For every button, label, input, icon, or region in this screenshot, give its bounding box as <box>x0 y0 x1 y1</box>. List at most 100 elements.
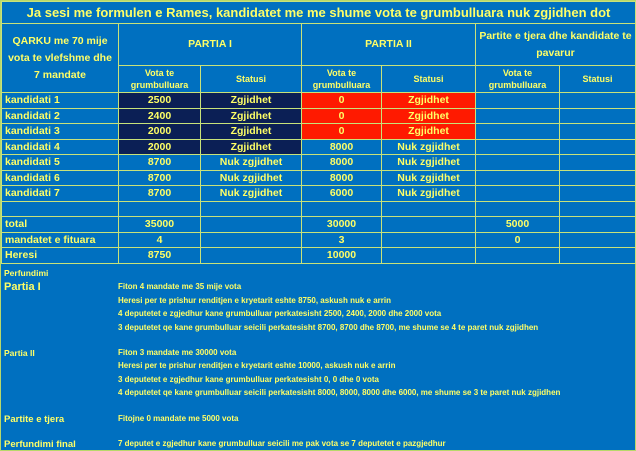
partia1-votes: 2000 <box>118 123 201 140</box>
conclusion-line: Fiton 4 mandate me 35 mije vota <box>118 282 242 291</box>
empty-cell <box>118 200 201 217</box>
others-status <box>559 185 636 202</box>
partia2-votes: 6000 <box>301 185 382 202</box>
empty-cell <box>559 216 636 233</box>
candidate-label: kandidati 4 <box>1 138 119 155</box>
empty-cell <box>200 231 302 248</box>
table-row: kandidati 4 2000 Zgjidhet 8000 Nuk zgjidhet <box>1 138 636 155</box>
others-label: Partite e tjera <box>4 414 65 425</box>
empty-cell <box>559 200 636 217</box>
empty-cell <box>1 200 119 217</box>
empty-cell <box>381 231 476 248</box>
partia1-label: Partia I <box>4 281 41 293</box>
page-title: Ja sesi me formulen e Rames, kandidatet … <box>1 1 636 24</box>
others-votes <box>475 185 560 202</box>
partia2-status: Zgjidhet <box>381 123 476 140</box>
empty-cell <box>200 200 302 217</box>
table-row: kandidati 3 2000 Zgjidhet 0 Zgjidhet <box>1 123 636 140</box>
partia2-value: 30000 <box>301 216 382 233</box>
final-label: Perfundimi final <box>4 439 76 450</box>
status-header: Statusi <box>200 65 302 93</box>
partia2-votes: 0 <box>301 92 382 109</box>
conclusion-section: Perfundimi Partia I Fiton 4 mandate me 3… <box>1 266 635 450</box>
candidate-label: kandidati 5 <box>1 154 119 171</box>
partia1-value: 35000 <box>118 216 201 233</box>
partia2-votes: 8000 <box>301 169 382 186</box>
table-row: kandidati 6 8700 Nuk zgjidhet 8000 Nuk zgjid… <box>1 169 636 186</box>
partia1-votes: 2000 <box>118 138 201 155</box>
empty-cell <box>200 247 302 264</box>
totals-row: total 35000 30000 5000 <box>1 216 636 233</box>
others-status <box>559 92 636 109</box>
others-status <box>559 107 636 124</box>
table-row: kandidati 7 8700 Nuk zgjidhet 6000 Nuk zgjid… <box>1 185 636 202</box>
votes-header: Vota te grumbulluara <box>301 65 382 93</box>
empty-cell <box>200 216 302 233</box>
empty-cell <box>559 231 636 248</box>
conclusion-line: Fitojne 0 mandate me 5000 vota <box>118 414 239 423</box>
row-label: total <box>1 216 119 233</box>
results-table: Ja sesi me formulen e Rames, kandidatet … <box>1 1 636 264</box>
partia1-votes: 2500 <box>118 92 201 109</box>
others-value: 5000 <box>475 216 560 233</box>
partia1-value: 4 <box>118 231 201 248</box>
conclusion-line: 3 deputetet qe kane grumbulluar seicili … <box>118 323 539 332</box>
others-votes <box>475 169 560 186</box>
partia1-status: Nuk zgjidhet <box>200 169 302 186</box>
others-votes <box>475 107 560 124</box>
candidate-label: kandidati 6 <box>1 169 119 186</box>
conclusion-line: Heresi per te prishur renditjen e kryeta… <box>118 361 396 370</box>
candidate-label: kandidati 7 <box>1 185 119 202</box>
partia1-status: Nuk zgjidhet <box>200 185 302 202</box>
partia2-status: Nuk zgjidhet <box>381 138 476 155</box>
empty-cell <box>381 247 476 264</box>
conclusion-line: 4 deputetet qe kane grumbulluar seicili … <box>118 388 561 397</box>
status-header: Statusi <box>559 65 636 93</box>
others-value: 0 <box>475 231 560 248</box>
partia2-status: Nuk zgjidhet <box>381 169 476 186</box>
row-label: mandatet e fituara <box>1 231 119 248</box>
totals-row: Heresi 8750 10000 <box>1 247 636 264</box>
partia2-votes: 0 <box>301 107 382 124</box>
status-header: Statusi <box>381 65 476 93</box>
table-row: kandidati 1 2500 Zgjidhet 0 Zgjidhet <box>1 92 636 109</box>
partia1-votes: 8700 <box>118 169 201 186</box>
partia1-votes: 8700 <box>118 185 201 202</box>
others-status <box>559 138 636 155</box>
empty-cell <box>381 216 476 233</box>
partia2-status: Zgjidhet <box>381 107 476 124</box>
others-votes <box>475 123 560 140</box>
conclusion-line: 4 deputetet e zgjedhur kane grumbulluar … <box>118 309 442 318</box>
partia1-value: 8750 <box>118 247 201 264</box>
partia2-value: 3 <box>301 231 382 248</box>
partia2-value: 10000 <box>301 247 382 264</box>
votes-header: Vota te grumbulluara <box>118 65 201 93</box>
partia2-header: PARTIA II <box>301 23 476 66</box>
totals-row: mandatet e fituara 4 3 0 <box>1 231 636 248</box>
partia2-votes: 0 <box>301 123 382 140</box>
others-votes <box>475 154 560 171</box>
qarku-header: QARKU me 70 mije vota te vlefshme dhe 7 … <box>1 23 119 93</box>
others-header: Partite e tjera dhe kandidate te pavarur <box>475 23 636 66</box>
partia1-status: Nuk zgjidhet <box>200 154 302 171</box>
table-row: kandidati 2 2400 Zgjidhet 0 Zgjidhet <box>1 107 636 124</box>
partia1-votes: 2400 <box>118 107 201 124</box>
others-votes <box>475 92 560 109</box>
votes-header: Vota te grumbulluara <box>475 65 560 93</box>
others-status <box>559 123 636 140</box>
others-status <box>559 154 636 171</box>
empty-cell <box>301 200 382 217</box>
row-label: Heresi <box>1 247 119 264</box>
candidate-label: kandidati 2 <box>1 107 119 124</box>
partia1-status: Zgjidhet <box>200 123 302 140</box>
partia2-status: Nuk zgjidhet <box>381 185 476 202</box>
conclusion-heading: Perfundimi <box>4 268 49 278</box>
candidate-label: kandidati 3 <box>1 123 119 140</box>
empty-cell <box>559 247 636 264</box>
conclusion-line: 3 deputetet e zgjedhur kane grumbulluar … <box>118 375 379 384</box>
partia2-status: Zgjidhet <box>381 92 476 109</box>
partia2-votes: 8000 <box>301 138 382 155</box>
partia1-status: Zgjidhet <box>200 138 302 155</box>
partia2-label: Partia II <box>4 348 35 358</box>
